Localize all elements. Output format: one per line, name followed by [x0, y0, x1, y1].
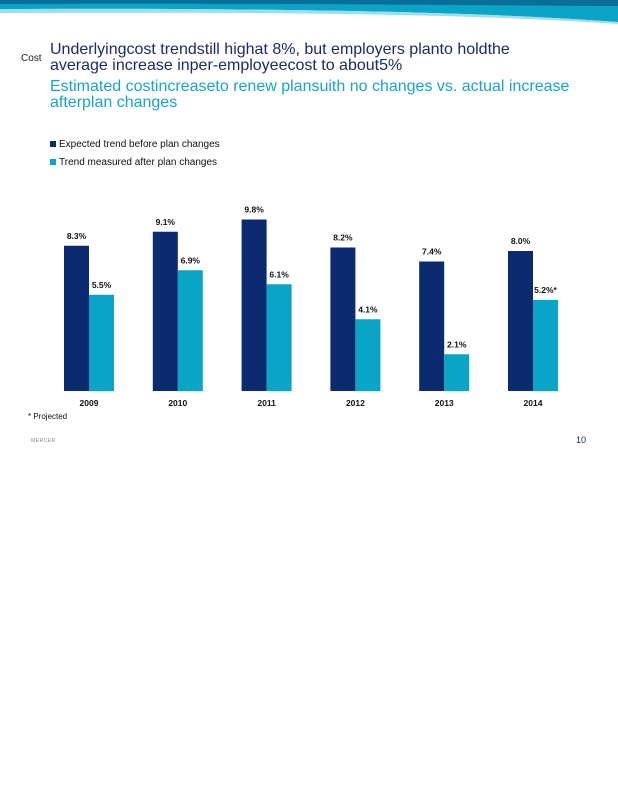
- x-tick-label-2009: 2009: [80, 398, 99, 408]
- brand-logo-text: MERCER: [31, 438, 56, 444]
- data-label-expected-2011: 9.8%: [244, 205, 264, 215]
- legend-label-expected: Expected trend before plan changes: [59, 138, 220, 150]
- legend-swatch-dark: [50, 141, 56, 147]
- bar-chart: 8.3% 5.5% 2009 9.1% 6.9% 2010 9.8% 6.1% 2011 8.2%…: [36, 205, 586, 408]
- bar-measured-2012: [355, 319, 381, 391]
- page-title: Underlyingcost trendstill highat 8%, but…: [50, 41, 510, 74]
- data-label-expected-2013: 7.4%: [422, 247, 442, 257]
- bar-expected-2014: [508, 251, 533, 391]
- data-label-measured-2009: 5.5%: [92, 280, 112, 290]
- x-tick-label-2014: 2014: [524, 398, 543, 408]
- data-label-measured-2014: 5.2%*: [534, 285, 557, 295]
- data-label-expected-2010: 9.1%: [156, 217, 176, 227]
- header-wave-band: [0, 0, 618, 24]
- bar-expected-2013: [419, 261, 445, 391]
- legend-item-expected: Expected trend before plan changes: [50, 135, 220, 153]
- bar-measured-2014: [533, 300, 558, 391]
- footnote: * Projected: [28, 412, 68, 421]
- data-label-measured-2010: 6.9%: [181, 255, 201, 265]
- section-label: Cost: [21, 53, 42, 64]
- legend-item-measured: Trend measured after plan changes: [50, 153, 220, 171]
- bar-expected-2012: [330, 247, 356, 391]
- bar-measured-2010: [177, 270, 203, 391]
- legend-label-measured: Trend measured after plan changes: [59, 156, 218, 168]
- x-tick-label-2012: 2012: [346, 398, 365, 408]
- bar-expected-2011: [241, 219, 267, 391]
- bar-expected-2010: [152, 231, 178, 391]
- bar-expected-2009: [64, 245, 89, 391]
- data-label-expected-2009: 8.3%: [67, 231, 87, 241]
- data-label-measured-2012: 4.1%: [358, 304, 378, 314]
- bar-measured-2011: [266, 284, 292, 391]
- x-tick-label-2013: 2013: [435, 398, 454, 408]
- chart-legend: Expected trend before plan changes Trend…: [50, 135, 220, 171]
- data-label-expected-2014: 8.0%: [511, 236, 531, 246]
- page-number: 10: [576, 435, 587, 445]
- data-label-expected-2012: 8.2%: [333, 233, 353, 243]
- data-label-measured-2011: 6.1%: [269, 269, 289, 279]
- bar-measured-2013: [444, 354, 470, 391]
- x-tick-label-2011: 2011: [257, 398, 276, 408]
- chart-subtitle: Estimated costincreaseto renew plansuith…: [50, 78, 570, 111]
- bar-measured-2009: [89, 294, 114, 391]
- legend-swatch-light: [50, 159, 56, 165]
- data-label-measured-2013: 2.1%: [447, 339, 467, 349]
- x-tick-label-2010: 2010: [168, 398, 187, 408]
